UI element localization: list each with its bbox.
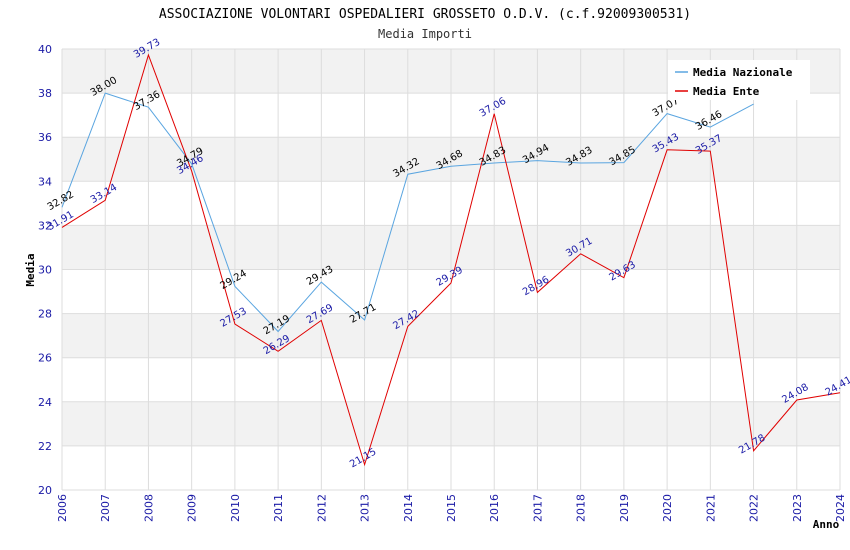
y-tick-label: 34 [38, 175, 52, 188]
x-tick-label: 2018 [575, 494, 588, 522]
x-axis-label: Anno [813, 518, 840, 531]
x-tick-label: 2024 [834, 494, 847, 522]
x-axis-ticks: 2006 2007 2008 2009 2010 2011 2012 2013 2014 2015… [56, 494, 847, 522]
x-tick-label: 2011 [272, 494, 285, 522]
y-tick-label: 22 [38, 440, 52, 453]
chart-subtitle: Media Importi [378, 27, 472, 41]
x-tick-label: 2014 [402, 494, 415, 522]
x-tick-label: 2008 [142, 494, 155, 522]
x-tick-label: 2013 [359, 494, 372, 522]
legend-label-media-nazionale: Media Nazionale [693, 66, 793, 79]
y-tick-label: 38 [38, 87, 52, 100]
legend: Media Nazionale Media Ente [668, 60, 810, 100]
legend-label-media-ente: Media Ente [693, 85, 760, 98]
gridlines [61, 48, 841, 491]
y-tick-label: 24 [38, 396, 52, 409]
y-tick-label: 28 [38, 308, 52, 321]
x-tick-label: 2020 [661, 494, 674, 522]
y-axis-label: Media [24, 253, 37, 286]
x-tick-label: 2010 [229, 494, 242, 522]
x-tick-label: 2015 [445, 494, 458, 522]
x-tick-label: 2016 [488, 494, 501, 522]
series-line-media-nazionale [61, 92, 754, 333]
chart-title: ASSOCIAZIONE VOLONTARI OSPEDALIERI GROSS… [159, 7, 691, 22]
x-tick-label: 2012 [315, 494, 328, 522]
y-tick-label: 30 [38, 264, 52, 277]
x-tick-label: 2022 [748, 494, 761, 522]
y-tick-label: 32 [38, 219, 52, 232]
x-tick-label: 2023 [791, 494, 804, 522]
x-tick-label: 2019 [618, 494, 631, 522]
y-tick-label: 26 [38, 352, 52, 365]
y-axis-ticks: 20 22 24 26 28 30 32 34 36 38 40 [38, 43, 52, 497]
legend-box [668, 60, 810, 100]
series-line-media-ente [61, 53, 841, 467]
x-tick-label: 2006 [56, 494, 69, 522]
series-lines [61, 53, 841, 467]
x-tick-label: 2007 [99, 494, 112, 522]
y-tick-label: 20 [38, 484, 52, 497]
y-tick-label: 36 [38, 131, 52, 144]
x-tick-label: 2009 [186, 494, 199, 522]
x-tick-label: 2021 [704, 494, 717, 522]
y-tick-label: 40 [38, 43, 52, 56]
x-tick-label: 2017 [531, 494, 544, 522]
